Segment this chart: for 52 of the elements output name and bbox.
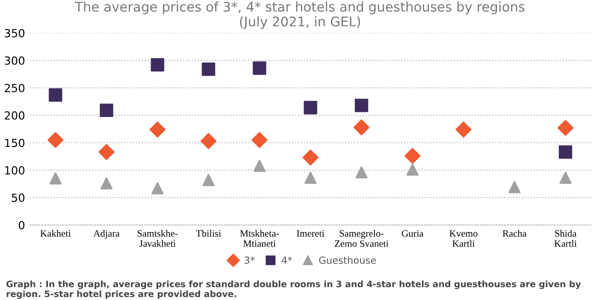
point	[252, 132, 268, 148]
y-tick-label: 50	[12, 194, 24, 202]
point	[354, 98, 368, 112]
point	[559, 172, 572, 184]
x-tick-label: Mtskheta- Mtianeti	[240, 230, 279, 247]
point	[456, 122, 472, 138]
point	[150, 122, 166, 138]
point	[202, 62, 216, 76]
x-tick-label: Kakheti	[40, 230, 71, 237]
x-tick-label: Imereti	[296, 230, 324, 237]
text: Graph : In the graph, average prices for standard double rooms in 3 and 4-star hotels and guesthouses are given by region. 5-star hotel prices are provided above.	[6, 280, 581, 299]
point	[100, 104, 114, 118]
point	[354, 119, 370, 136]
point	[98, 144, 114, 160]
point	[252, 61, 266, 75]
x-tick-label: Tbilisi	[196, 230, 222, 237]
x-tick-label: Racha	[502, 230, 527, 237]
point	[100, 177, 113, 190]
point	[355, 166, 368, 178]
legend-label: Guesthouse	[319, 256, 376, 264]
y-tick-label: 150	[5, 138, 24, 148]
y-tick-label: 250	[4, 84, 24, 92]
x-tick-label: Kvemo Kartli	[449, 230, 478, 247]
y-tick-label: 0	[18, 220, 24, 230]
y-tick-label: 200	[4, 111, 24, 120]
point	[200, 133, 216, 150]
y-tick-label: 100	[5, 166, 24, 175]
x-tick-label: Guria	[402, 230, 424, 237]
legend-label: 4*	[282, 256, 292, 264]
chart-title: The average prices of 3*, 4* star hotels and guesthouses by regions (July 2021, in GEL)	[74, 2, 525, 30]
point	[406, 164, 419, 176]
point	[48, 88, 62, 102]
y-tick-label: 350	[4, 28, 24, 38]
x-tick-label: Adjara	[93, 230, 120, 239]
point	[508, 181, 521, 194]
point	[48, 132, 64, 148]
point	[302, 150, 318, 166]
point	[151, 182, 164, 194]
legend-label: 3*	[244, 256, 255, 264]
point	[202, 174, 215, 186]
point	[558, 120, 574, 136]
point	[404, 148, 420, 164]
point	[558, 145, 572, 159]
point	[304, 172, 317, 184]
point	[49, 172, 62, 184]
point	[304, 100, 318, 114]
y-tick-label: 300	[4, 56, 24, 65]
point	[253, 160, 266, 172]
point	[150, 58, 164, 72]
x-tick-label: Shida Kartli	[554, 230, 577, 247]
x-tick-label: Samtskhe- Javakheti	[138, 230, 178, 247]
x-tick-label: Samegrelo- Zemo Svaneti	[334, 230, 388, 247]
